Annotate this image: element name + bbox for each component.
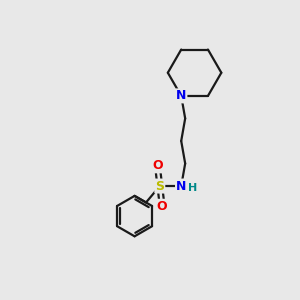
- Text: O: O: [152, 159, 163, 172]
- Text: N: N: [176, 179, 186, 193]
- Text: H: H: [188, 182, 197, 193]
- Text: O: O: [157, 200, 167, 213]
- Text: S: S: [155, 179, 164, 193]
- Text: N: N: [176, 89, 186, 102]
